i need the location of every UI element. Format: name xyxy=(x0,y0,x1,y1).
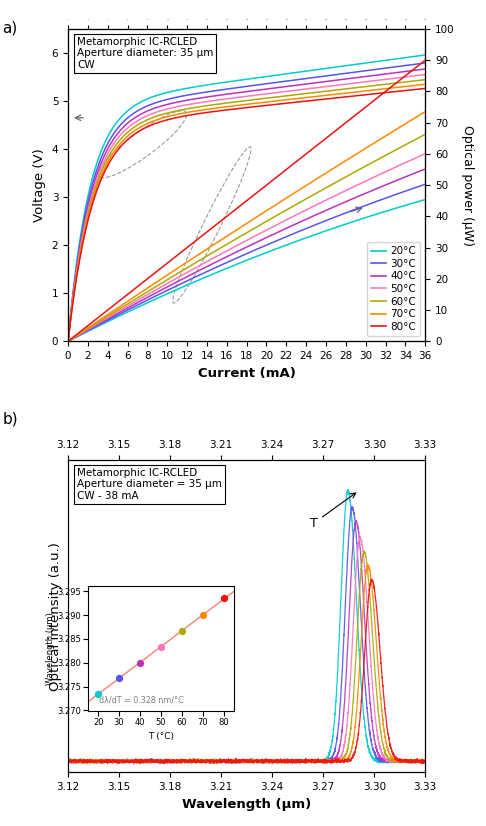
Legend: 20°C, 30°C, 40°C, 50°C, 60°C, 70°C, 80°C: 20°C, 30°C, 40°C, 50°C, 60°C, 70°C, 80°C xyxy=(367,242,420,336)
Text: T: T xyxy=(310,493,356,530)
Text: Metamorphic IC-RCLED
Aperture diameter: 35 µm
CW: Metamorphic IC-RCLED Aperture diameter: … xyxy=(77,36,213,70)
X-axis label: Current (mA): Current (mA) xyxy=(198,367,295,379)
Y-axis label: Optical power (µW): Optical power (µW) xyxy=(461,125,474,245)
Y-axis label: Voltage (V): Voltage (V) xyxy=(33,148,46,222)
Text: b): b) xyxy=(2,411,18,426)
Y-axis label: Optical intensity (a.u.): Optical intensity (a.u.) xyxy=(50,542,63,691)
Text: a): a) xyxy=(2,21,17,36)
Text: Metamorphic IC-RCLED
Aperture diameter = 35 µm
CW - 38 mA: Metamorphic IC-RCLED Aperture diameter =… xyxy=(77,468,222,501)
X-axis label: Wavelength (µm): Wavelength (µm) xyxy=(182,798,311,810)
